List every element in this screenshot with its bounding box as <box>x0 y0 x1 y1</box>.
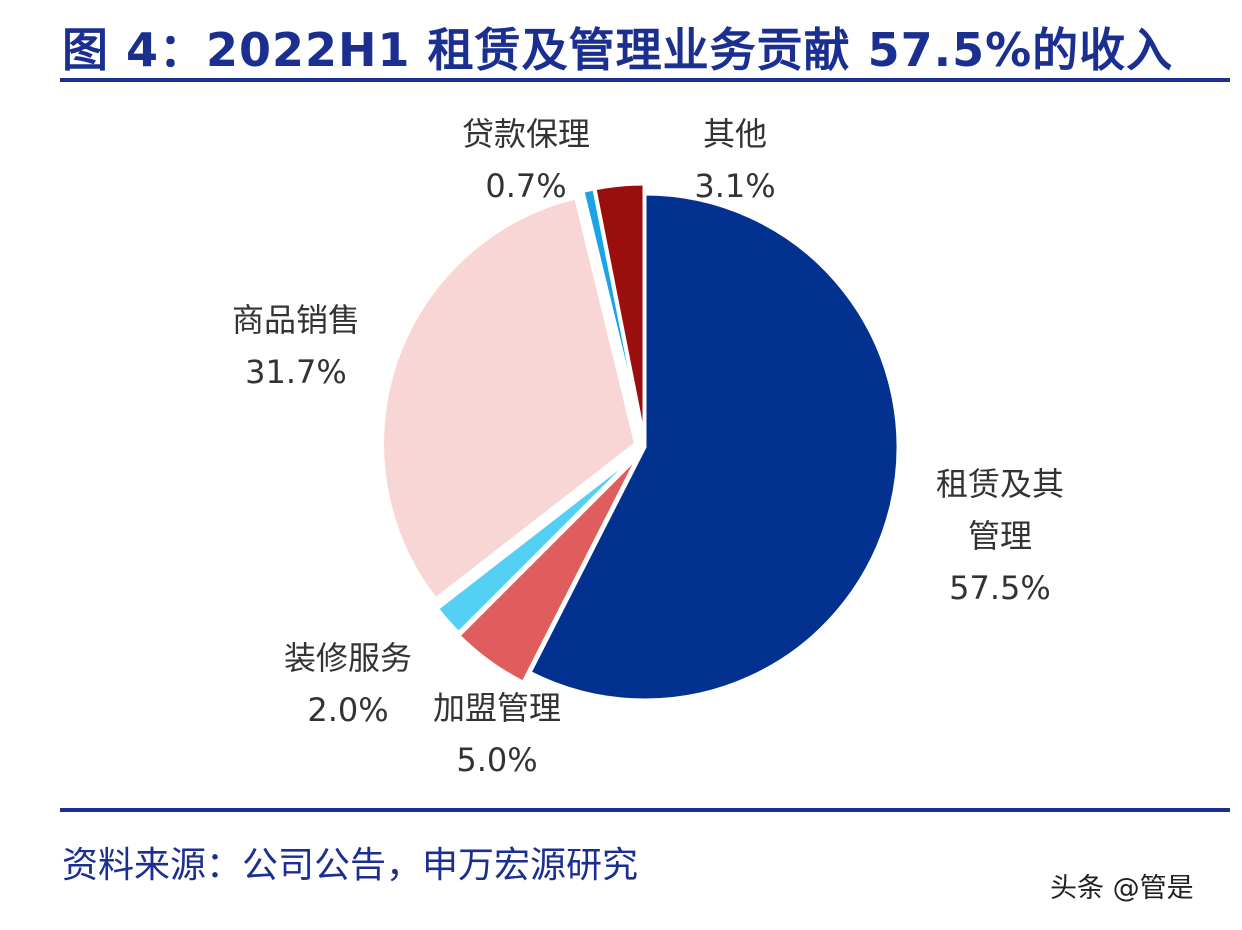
chart-title: 图 4：2022H1 租赁及管理业务贡献 57.5%的收入 <box>62 23 1174 77</box>
label-loan-factoring: 贷款保理 0.7% <box>462 108 590 212</box>
pie-slice-5 <box>593 182 646 438</box>
label-rental-management-name-1: 租赁及其 <box>935 465 1065 503</box>
label-other: 其他 3.1% <box>694 108 775 212</box>
footer-divider <box>60 808 1230 812</box>
label-rental-management: 租赁及其 管理 57.5% <box>936 458 1064 614</box>
label-merchandise-sales-value: 31.7% <box>245 353 347 391</box>
pie-slice-2 <box>435 452 639 635</box>
label-loan-factoring-value: 0.7% <box>485 167 567 205</box>
pie-slice-1 <box>456 455 640 685</box>
source-note: 资料来源：公司公告，申万宏源研究 <box>62 845 639 886</box>
label-franchise-management: 加盟管理 5.0% <box>433 682 561 786</box>
pie-slice-0 <box>528 192 900 702</box>
label-decoration-service-name: 装修服务 <box>283 639 413 677</box>
label-loan-factoring-name: 贷款保理 <box>461 115 591 153</box>
label-franchise-management-value: 5.0% <box>456 741 538 779</box>
watermark: 头条 @管是 <box>1050 873 1194 904</box>
label-decoration-service: 装修服务 2.0% <box>284 632 412 736</box>
label-rental-management-value: 57.5% <box>949 569 1051 607</box>
title-divider <box>60 78 1230 82</box>
label-other-value: 3.1% <box>694 167 776 205</box>
label-decoration-service-value: 2.0% <box>307 691 389 729</box>
label-merchandise-sales-name: 商品销售 <box>231 301 361 339</box>
label-merchandise-sales: 商品销售 31.7% <box>232 294 360 398</box>
pie-slice-3 <box>381 196 638 601</box>
label-franchise-management-name: 加盟管理 <box>432 689 562 727</box>
label-rental-management-name-2: 管理 <box>967 517 1033 555</box>
label-other-name: 其他 <box>702 115 768 153</box>
